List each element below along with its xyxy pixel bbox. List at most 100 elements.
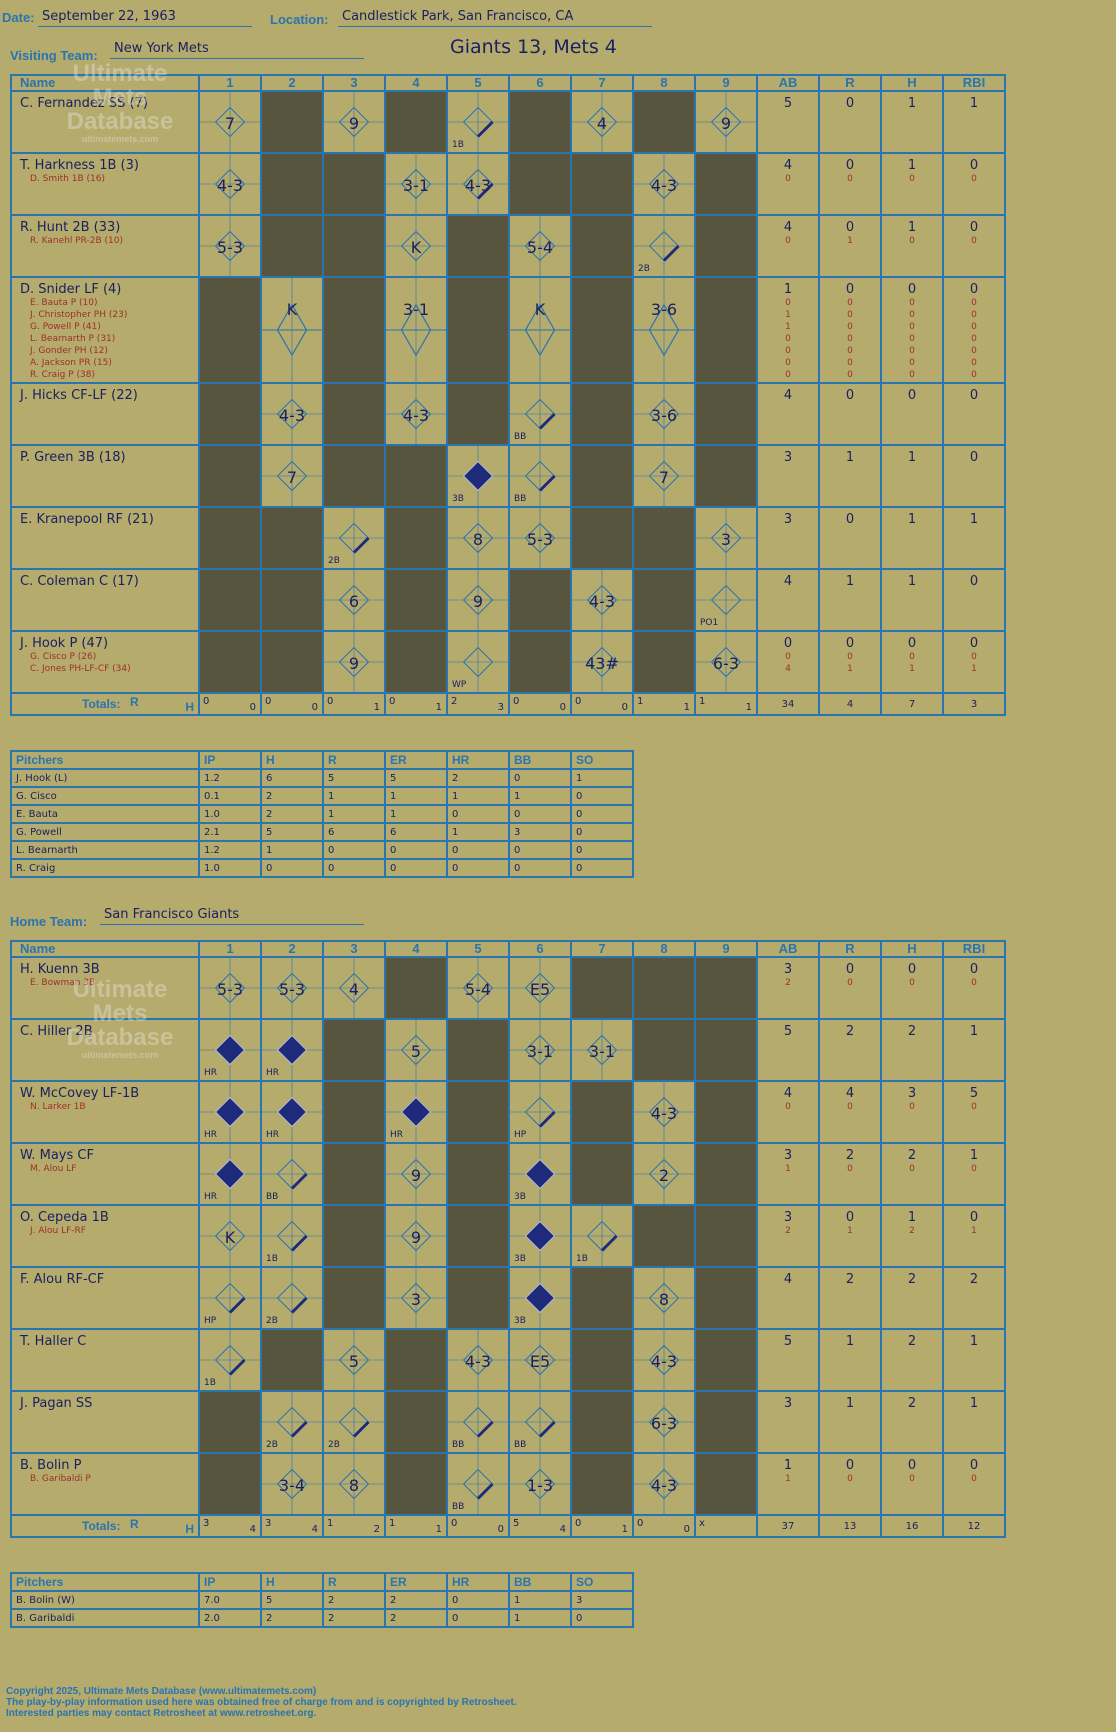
at-bat-cell: E5 (508, 1328, 572, 1392)
substitute-name: R. Kanehl PR-2B (10) (30, 236, 124, 246)
player-cell: J. Pagan SS (10, 1390, 200, 1454)
substitute-stat: 0 (971, 322, 977, 332)
at-bat-cell: 3B (508, 1204, 572, 1268)
home-team-name: San Francisco Giants (100, 906, 364, 925)
player-name: P. Green 3B (18) (20, 450, 126, 465)
game-title: Giants 13, Mets 4 (450, 36, 617, 58)
location-label: Location: (270, 12, 329, 27)
pitcher-cell: 2.0 (198, 1608, 262, 1628)
player-name: C. Fernandez SS (7) (20, 96, 148, 111)
pitcher-header-hr: HR (446, 1572, 510, 1592)
pitcher-cell: 6 (260, 768, 324, 788)
at-bat-cell: 9 (694, 90, 758, 154)
player-cell: D. Snider LF (4) E. Bauta P (10) J. Christ… (10, 276, 200, 384)
at-bat-cell (384, 568, 448, 632)
at-bat-result-note: 2B (638, 264, 650, 274)
at-bat-result-note: 2B (266, 1316, 278, 1326)
totals-row: Totals: R H 0 0 0 0 0 1 0 1 2 3 0 0 0 0 1 1 1 1 34 4 7 3 (10, 692, 1006, 716)
player-name: T. Haller C (20, 1334, 87, 1349)
at-bat-cell (384, 1452, 448, 1516)
at-bat-cell (198, 276, 262, 384)
substitute-name: M. Alou LF (30, 1164, 77, 1174)
stat-cell-r: 1 (818, 1390, 882, 1454)
totals-h-label: H (185, 700, 194, 714)
pitcher-header-pitchers: Pitchers (10, 1572, 200, 1592)
player-cell: C. Fernandez SS (7) (10, 90, 200, 154)
at-bat-cell: 4-3 (260, 382, 324, 446)
at-bat-cell: 3 (384, 1266, 448, 1330)
player-cell: J. Hicks CF-LF (22) (10, 382, 200, 446)
at-bat-cell: 2B (260, 1390, 324, 1454)
at-bat-cell (694, 1390, 758, 1454)
pitcher-header-er: ER (384, 750, 448, 770)
at-bat-cell: BB (446, 1390, 510, 1454)
table-row: C. Coleman C (17) 6 9 4-3 PO1 4 1 1 0 (10, 568, 1006, 632)
pitcher-cell: 2 (446, 768, 510, 788)
at-bat-cell (694, 1328, 758, 1392)
pitcher-cell: 2 (260, 786, 324, 806)
inning-header-5: 5 (446, 940, 510, 958)
at-bat-cell: 3-1 (570, 1018, 634, 1082)
at-bat-play: 4-3 (402, 406, 430, 425)
pitcher-cell: 0 (508, 768, 572, 788)
at-bat-cell: 2B (260, 1266, 324, 1330)
at-bat-cell (694, 1266, 758, 1330)
player-name: O. Cepeda 1B (20, 1210, 109, 1225)
at-bat-play: 7 (658, 468, 670, 487)
at-bat-play: E5 (529, 980, 551, 999)
at-bat-cell: 5-3 (508, 506, 572, 570)
pitcher-cell: J. Hook (L) (10, 768, 200, 788)
inning-header-7: 7 (570, 74, 634, 92)
at-bat-cell: 1-3 (508, 1452, 572, 1516)
substitute-stat: 0 (785, 236, 791, 246)
at-bat-play: 5-4 (464, 980, 492, 999)
at-bat-play: 8 (348, 1476, 360, 1495)
substitute-stat: 0 (847, 174, 853, 184)
at-bat-cell (570, 506, 634, 570)
at-bat-result-note: HR (204, 1130, 218, 1140)
player-name: H. Kuenn 3B (20, 962, 100, 977)
pitcher-cell: 1.0 (198, 858, 262, 878)
player-cell: E. Kranepool RF (21) (10, 506, 200, 570)
player-name: D. Snider LF (4) (20, 282, 122, 297)
inning-header-1: 1 (198, 940, 262, 958)
at-bat-play: 9 (410, 1228, 422, 1247)
player-cell: F. Alou RF-CF (10, 1266, 200, 1330)
at-bat-cell (446, 276, 510, 384)
inning-header-4: 4 (384, 74, 448, 92)
at-bat-cell: HR (384, 1080, 448, 1144)
at-bat-result-note: BB (514, 1440, 527, 1450)
totals-r-label: R (130, 695, 139, 709)
substitute-name: C. Jones PH-LF-CF (34) (30, 664, 131, 674)
at-bat-play: 4-3 (278, 406, 306, 425)
substitute-stat: 0 (971, 310, 977, 320)
at-bat-cell: 4-3 (632, 1080, 696, 1144)
at-bat-cell (198, 568, 262, 632)
at-bat-cell (694, 1204, 758, 1268)
table-row: C. Fernandez SS (7) 7 9 1B 4 9 5 0 1 1 (10, 90, 1006, 154)
at-bat-cell: WP (446, 630, 510, 694)
substitute-name: J. Alou LF-RF (30, 1226, 86, 1236)
at-bat-cell (260, 630, 324, 694)
inning-header-5: 5 (446, 74, 510, 92)
at-bat-cell (322, 214, 386, 278)
table-row: W. Mays CF M. Alou LF HR BB 9 3B 2 3 1 2 0 2 0 1 0 (10, 1142, 1006, 1206)
at-bat-cell: 6 (322, 568, 386, 632)
at-bat-cell: 4-3 (384, 382, 448, 446)
pitcher-row: G. Cisco 0.1 2 1 1 1 1 0 (10, 786, 634, 806)
at-bat-cell: HR (260, 1080, 324, 1144)
at-bat-cell: 8 (446, 506, 510, 570)
footer: Copyright 2025, Ultimate Mets Database (… (6, 1686, 517, 1719)
at-bat-cell: 4-3 (632, 1452, 696, 1516)
at-bat-cell (632, 956, 696, 1020)
at-bat-cell: 3B (508, 1266, 572, 1330)
totals-h-label: H (185, 1522, 194, 1536)
at-bat-result-note: 1B (576, 1254, 588, 1264)
pitcher-cell: 5 (260, 1590, 324, 1610)
substitute-stat: 0 (909, 334, 915, 344)
